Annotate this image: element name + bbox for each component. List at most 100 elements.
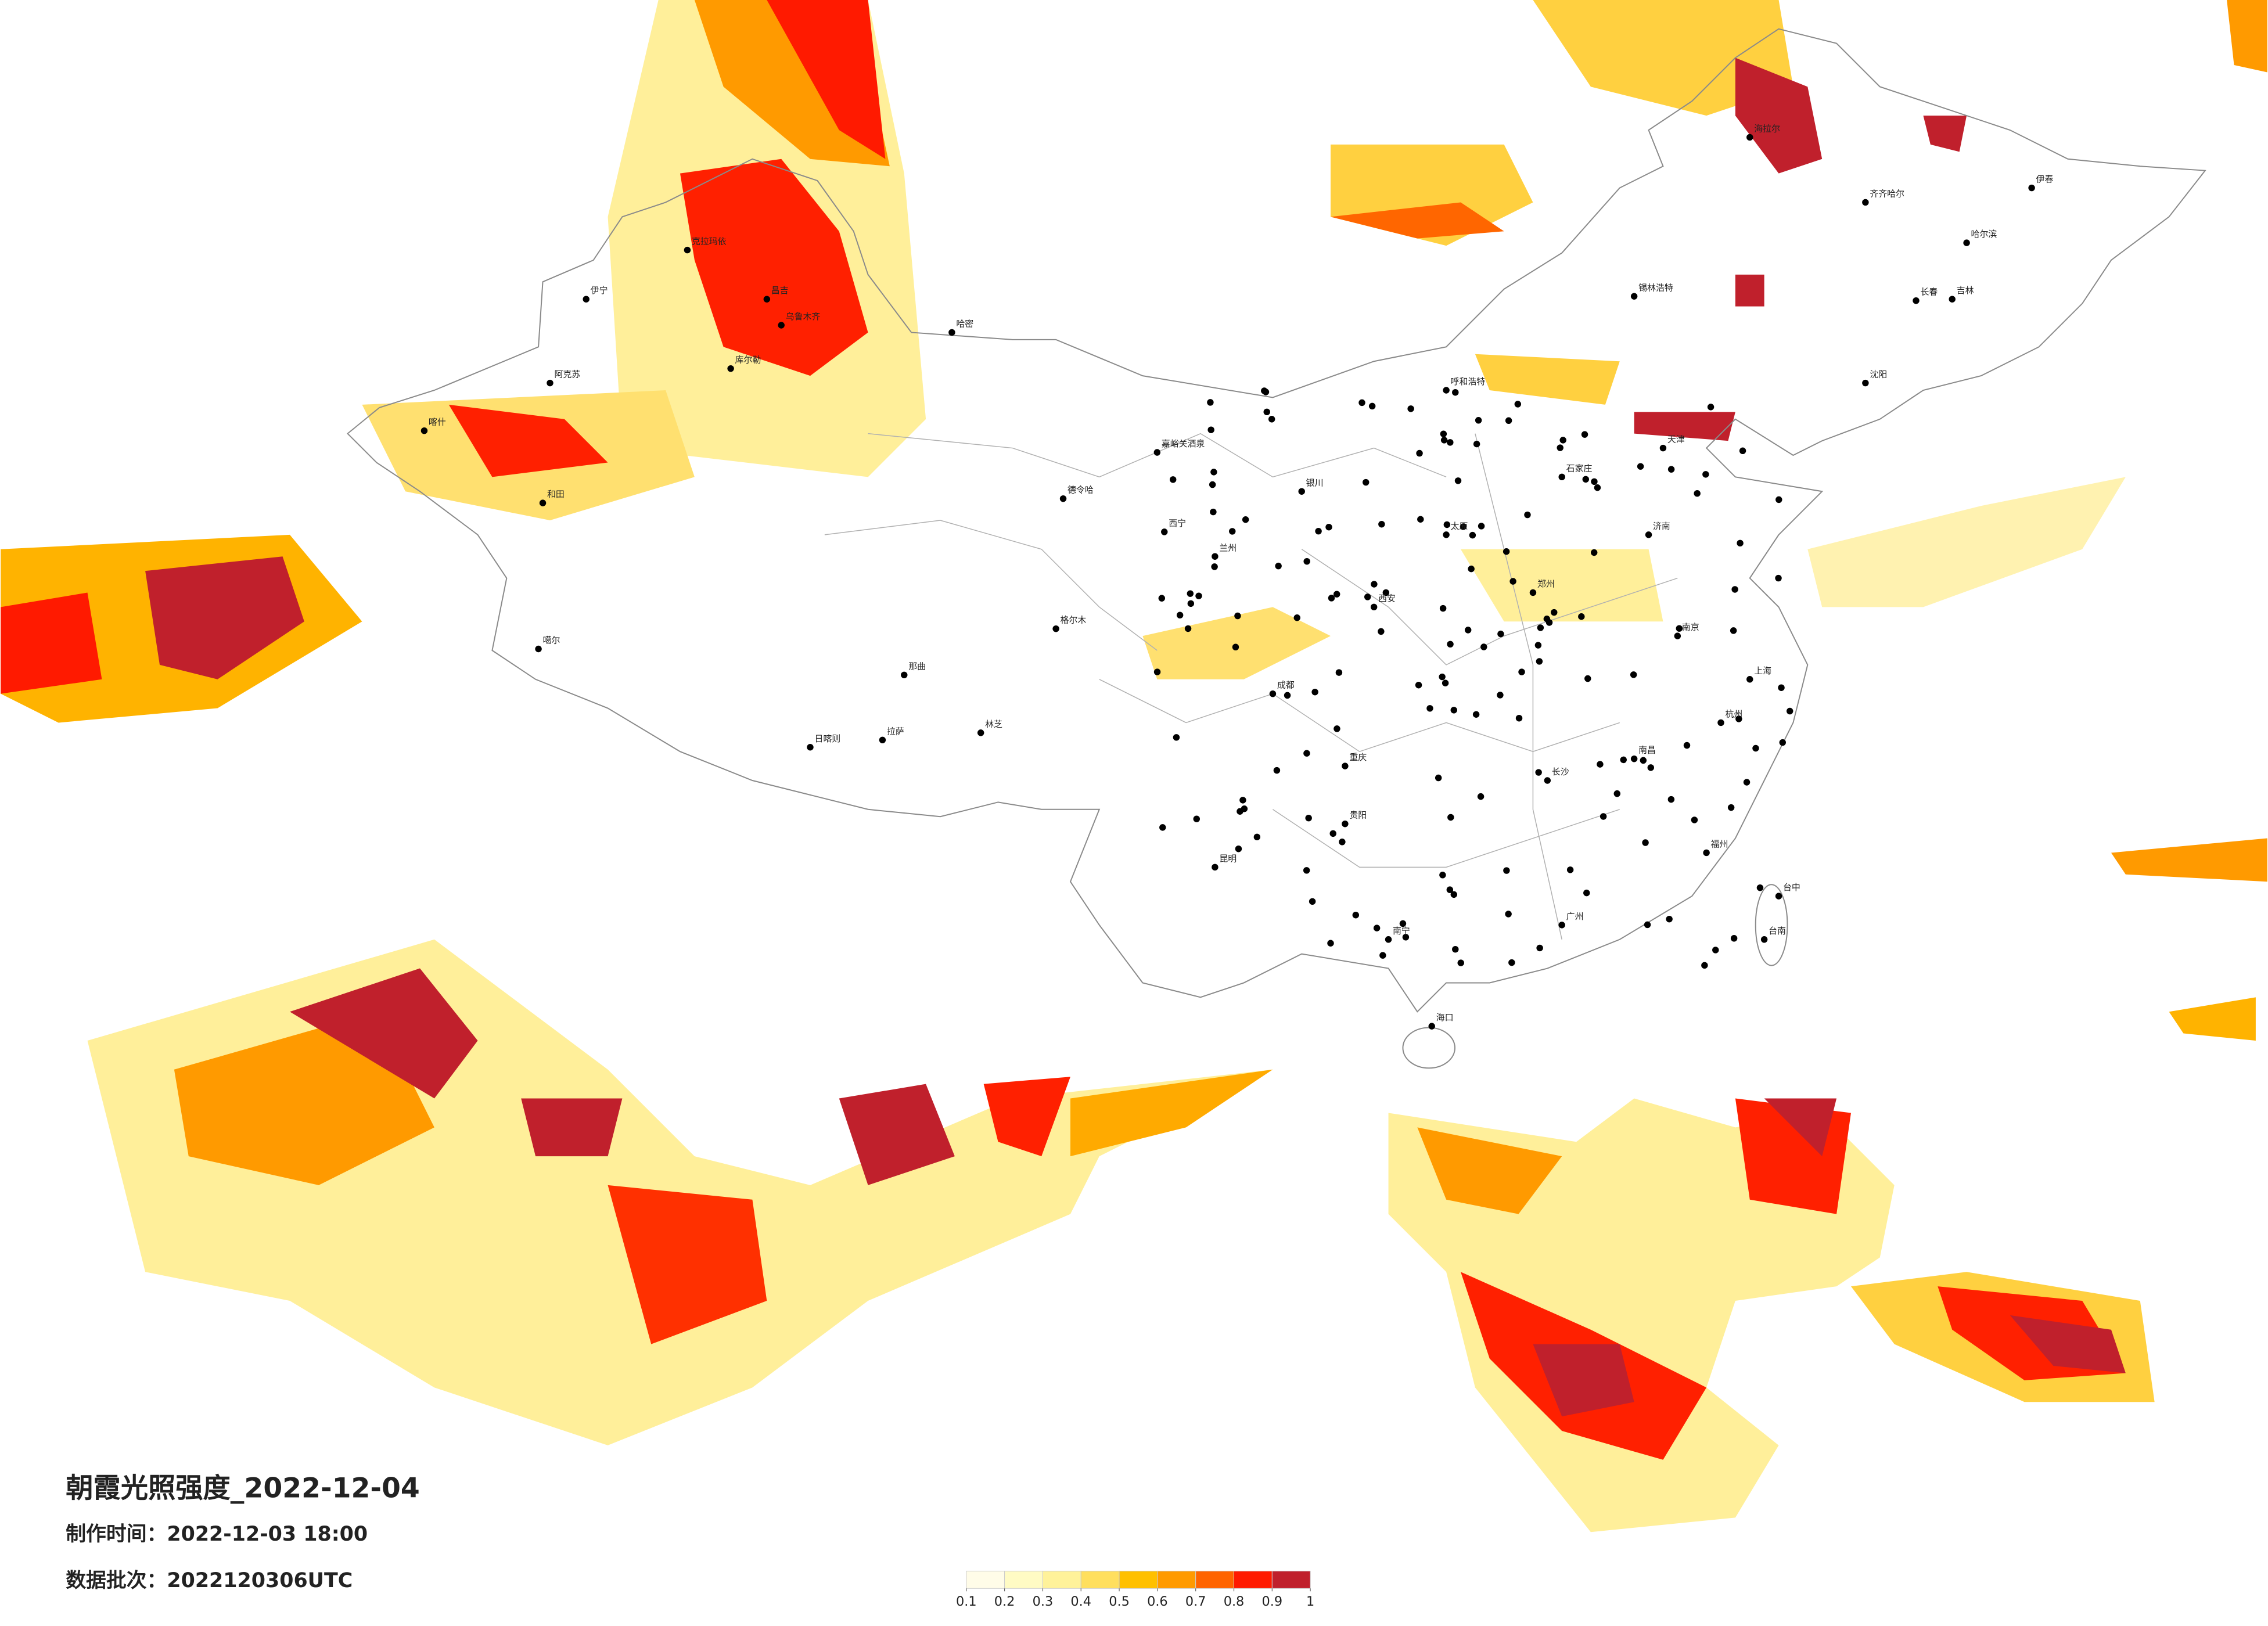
city-dot — [1534, 642, 1542, 649]
city-dot — [1450, 891, 1458, 898]
city-label: 兰州 — [1219, 542, 1237, 553]
city-dot — [1210, 469, 1217, 476]
city-dot — [1212, 864, 1219, 871]
city-dot — [1378, 520, 1385, 528]
city-dot — [1659, 444, 1667, 452]
city-dot — [1630, 671, 1637, 678]
city-dot — [547, 379, 553, 387]
city-dot — [1674, 632, 1681, 639]
colorbar-tick-label: 0.5 — [1109, 1594, 1130, 1609]
city-label: 齐齐哈尔 — [1870, 188, 1904, 199]
city-label: 济南 — [1653, 521, 1670, 531]
city-dot — [1211, 563, 1218, 570]
city-dot — [1597, 761, 1604, 768]
city-dot — [1558, 473, 1565, 481]
city-dot — [1239, 797, 1246, 804]
city-dot — [1475, 417, 1482, 424]
city-dot — [1694, 490, 1701, 497]
city-dot — [539, 499, 547, 506]
city-dot — [1362, 479, 1370, 486]
city-dot — [1232, 643, 1239, 651]
colorbar-cell — [1234, 1570, 1273, 1589]
city-dot — [1524, 511, 1531, 519]
city-dot — [1743, 779, 1751, 786]
colorbar-tick-label: 0.2 — [994, 1594, 1015, 1609]
city-dot — [1443, 387, 1450, 394]
colorbar-cell — [1042, 1570, 1081, 1589]
intensity-patch — [1, 592, 102, 694]
city-dot — [535, 645, 542, 653]
city-dot — [1514, 401, 1522, 408]
city-dot — [1676, 625, 1683, 632]
colorbar: 0.1 0.2 0.3 0.4 0.5 0.6 0.7 0.8 0.9 1 — [956, 1570, 1314, 1609]
city-dot — [1153, 668, 1161, 675]
city-dot — [1949, 296, 1956, 303]
city-label: 银川 — [1306, 477, 1324, 488]
intensity-patch — [1735, 57, 1823, 174]
city-dot — [1630, 293, 1638, 300]
intensity-field — [1, 0, 2267, 1533]
province-lines — [824, 433, 1678, 940]
city-label: 噶尔 — [543, 635, 560, 646]
city-dot — [1701, 962, 1708, 969]
city-dot — [1368, 402, 1376, 410]
city-dot — [807, 744, 814, 751]
city-dot — [1464, 627, 1472, 634]
city-dot — [1327, 940, 1334, 947]
city-dot — [1515, 715, 1523, 722]
colorbar-cell — [1157, 1570, 1196, 1589]
city-dot — [1645, 531, 1652, 538]
city-dot — [778, 322, 785, 329]
city-dot — [1309, 898, 1316, 905]
city-dot — [1428, 1023, 1435, 1030]
intensity-patch — [1735, 274, 1764, 307]
city-dot — [1752, 744, 1759, 752]
city-dot — [1447, 641, 1454, 648]
intensity-patch — [289, 968, 478, 1099]
city-dot — [1342, 820, 1349, 828]
city-label: 吉林 — [1957, 285, 1974, 296]
city-label: 拉萨 — [887, 726, 904, 736]
city-dot — [1760, 936, 1768, 943]
city-dot — [1505, 417, 1512, 424]
colorbar-cell — [1004, 1570, 1043, 1589]
city-label: 西宁 — [1169, 518, 1186, 528]
city-dot — [1647, 764, 1655, 771]
city-dot — [1468, 565, 1475, 573]
intensity-patch — [2010, 1315, 2126, 1373]
city-dot — [1469, 531, 1476, 539]
city-dot — [1195, 592, 1202, 599]
intensity-patch — [2111, 838, 2267, 882]
city-dot — [1169, 476, 1177, 483]
city-label: 和田 — [547, 489, 565, 499]
city-dot — [1158, 595, 1166, 602]
city-label: 长春 — [1920, 287, 1938, 297]
city-dot — [1472, 711, 1480, 718]
city-dot — [1536, 658, 1543, 665]
city-label: 海拉尔 — [1754, 123, 1780, 134]
city-dot — [879, 736, 886, 744]
colorbar-cell — [966, 1570, 1005, 1589]
city-label: 南京 — [1682, 622, 1699, 632]
city-dot — [1443, 531, 1450, 538]
city-label: 贵阳 — [1349, 810, 1367, 821]
city-dot — [1737, 539, 1744, 547]
city-dot — [1153, 449, 1161, 456]
city-label: 上海 — [1754, 665, 1771, 676]
city-dot — [1478, 523, 1485, 530]
hainan — [1402, 1027, 1456, 1069]
city-dot — [1727, 804, 1735, 811]
intensity-patch — [2169, 997, 2256, 1041]
city-dot — [1683, 742, 1691, 749]
city-dot — [1402, 934, 1410, 941]
city-dot — [1497, 630, 1504, 638]
city-label: 伊宁 — [591, 285, 608, 296]
city-dot — [1242, 516, 1249, 523]
city-dot — [1446, 886, 1454, 893]
city-dot — [1382, 589, 1390, 596]
city-dot — [1303, 867, 1310, 874]
intensity-patch — [1142, 607, 1331, 679]
city-dot — [1298, 488, 1305, 495]
city-label: 西安 — [1378, 593, 1396, 603]
city-dot — [1600, 813, 1607, 820]
